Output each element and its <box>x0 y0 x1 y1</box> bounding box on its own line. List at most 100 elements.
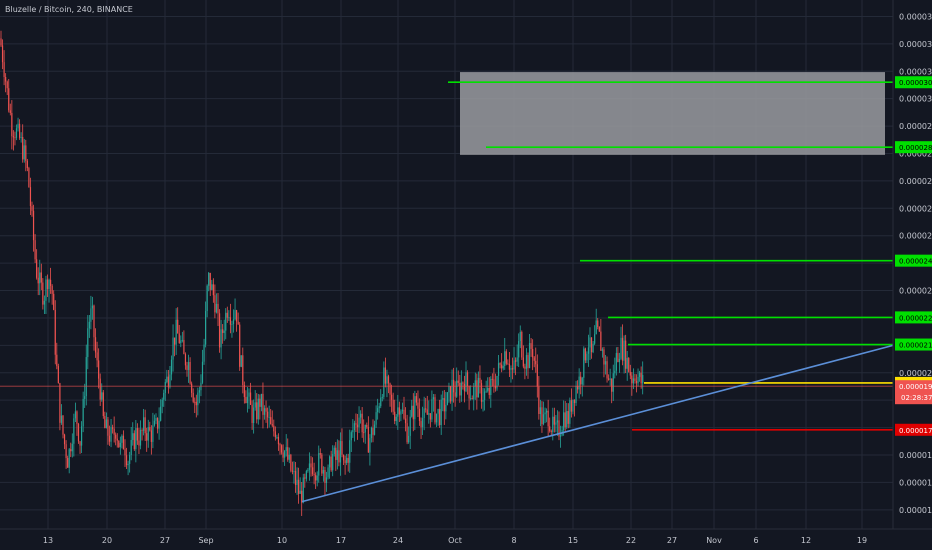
candle-body <box>313 473 315 476</box>
candle-body <box>494 385 497 389</box>
candle-body <box>108 435 111 442</box>
candle-body <box>521 331 523 358</box>
candle-body <box>459 382 461 396</box>
candle-body <box>129 455 131 464</box>
candle-body <box>62 415 64 435</box>
candle-body <box>174 337 176 345</box>
candle-body <box>487 387 489 391</box>
candle-body <box>25 145 27 161</box>
candle-body <box>539 407 541 415</box>
candle-body <box>642 374 644 384</box>
candle-body <box>104 416 106 429</box>
candle-body <box>381 396 383 398</box>
candle-body <box>538 386 540 415</box>
candle-body <box>240 355 242 367</box>
candle-body <box>316 475 318 481</box>
price-labels: 0.00003060 0.00002823 0.00002409 0.00002202… <box>895 76 932 436</box>
price-levels[interactable] <box>0 81 893 431</box>
trendline[interactable] <box>301 344 894 503</box>
candle-body <box>446 392 448 405</box>
candle-body <box>614 370 616 374</box>
candle-body <box>166 376 168 383</box>
candle-body <box>175 319 177 345</box>
time-tick-label: 15 <box>568 536 578 545</box>
candle-body <box>380 397 382 407</box>
candle-body <box>161 399 163 407</box>
candle-body <box>594 334 596 344</box>
candle-body <box>93 305 95 338</box>
candle-body <box>45 279 47 301</box>
candle-body <box>184 354 187 366</box>
trendline-layer[interactable] <box>301 344 894 503</box>
candle-body <box>305 471 307 479</box>
candle-body <box>143 417 145 431</box>
resistance-zone[interactable] <box>460 72 885 155</box>
candle-body <box>144 417 146 434</box>
candle-body <box>42 282 44 305</box>
candle-body <box>609 378 611 380</box>
candle-body <box>449 386 452 402</box>
candle-body <box>532 348 534 358</box>
candle-body <box>187 362 190 370</box>
candle-body <box>274 431 276 438</box>
candle-body <box>570 400 572 412</box>
candle-body <box>308 463 311 470</box>
candle-body <box>432 397 435 400</box>
candle-body <box>451 379 453 402</box>
candle-body <box>347 457 349 463</box>
candle-body <box>440 399 442 426</box>
candle-body <box>415 396 417 403</box>
candle-body <box>581 377 583 385</box>
candle-body <box>566 411 568 428</box>
candle-body <box>88 321 90 329</box>
candle-body <box>228 317 230 319</box>
candle-body <box>214 295 216 313</box>
candle-body <box>386 376 388 384</box>
candle-body <box>6 81 8 89</box>
candle-body <box>5 77 7 82</box>
candle-body <box>229 317 231 325</box>
candle-body <box>437 409 439 414</box>
level-label-support-1792: 0.00001792 <box>899 427 932 435</box>
candle-body <box>90 308 92 322</box>
time-tick-label: 8 <box>511 536 516 545</box>
candle-body <box>445 404 447 412</box>
candle-body <box>82 398 84 427</box>
candle-body <box>369 438 371 453</box>
candle-body <box>15 128 18 138</box>
candle-body <box>470 398 472 400</box>
candle-body <box>546 410 548 413</box>
candle-body <box>155 418 157 421</box>
candle-body <box>338 450 340 463</box>
candle-body <box>85 357 87 397</box>
candle-body <box>46 279 49 289</box>
candle-body <box>473 386 475 400</box>
candle-body <box>243 384 245 398</box>
candle-body <box>28 168 30 188</box>
candle-body <box>439 409 441 426</box>
price-tick-label: 0.00003200 <box>899 40 932 49</box>
candle-body <box>294 471 297 485</box>
candle-body <box>139 430 142 446</box>
candle-body <box>631 375 633 384</box>
candle-body <box>48 279 50 289</box>
candle-body <box>422 417 424 428</box>
candle-body <box>290 454 292 471</box>
candle-body <box>370 427 373 439</box>
candle-body <box>505 351 507 364</box>
candle-body <box>485 390 487 392</box>
candle-body <box>395 416 397 422</box>
candle-body <box>555 422 557 425</box>
last-price-label: 0.00001951 <box>899 383 932 391</box>
candle-body <box>533 357 535 361</box>
candle-body <box>397 407 399 417</box>
candle-body <box>482 399 484 402</box>
time-axis[interactable]: 13 20 27 Sep 10 17 24 Oct 8 15 22 27 Nov 6 12 19 <box>43 536 867 545</box>
level-label-zone-top: 0.00003060 <box>899 79 932 87</box>
candle-body <box>50 279 52 286</box>
resistance-zone-layer <box>460 72 885 155</box>
candle-body <box>621 337 624 361</box>
candle-body <box>98 360 100 379</box>
